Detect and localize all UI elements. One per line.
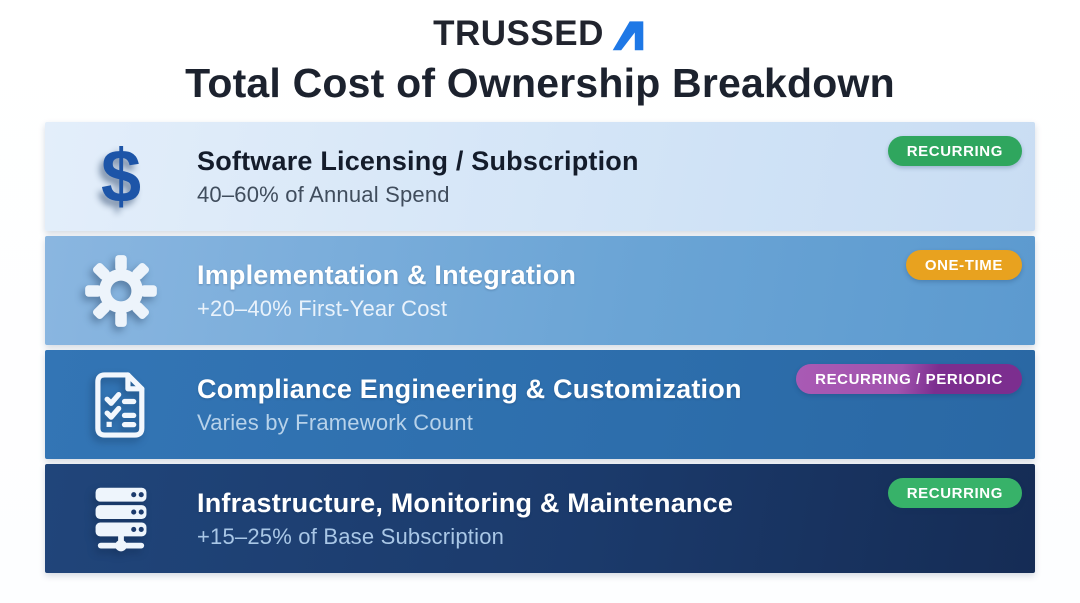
row-title: Software Licensing / Subscription [197, 145, 639, 176]
header: TRUSSED Total Cost of Ownership Breakdow… [0, 12, 1080, 107]
row-icon-cell [45, 482, 197, 556]
dollar-sign-icon: $ [100, 134, 142, 219]
row-infrastructure: Infrastructure, Monitoring & Maintenance… [45, 464, 1035, 573]
brand-logo: TRUSSED [0, 12, 1080, 56]
row-text: Implementation & Integration +20–40% Fir… [197, 260, 1035, 322]
row-icon-cell [45, 254, 197, 328]
cost-rows: $ Software Licensing / Subscription 40–6… [45, 122, 1035, 578]
row-title: Implementation & Integration [197, 259, 577, 290]
gear-icon [85, 254, 157, 327]
row-title: Infrastructure, Monitoring & Maintenance [197, 487, 734, 518]
row-software-licensing: $ Software Licensing / Subscription 40–6… [45, 122, 1035, 231]
row-subtitle: 40–60% of Annual Spend [197, 181, 450, 207]
status-badge-recurring-periodic: RECURRING / PERIODIC [796, 364, 1022, 394]
brand-logo-text: TRUSSED [433, 14, 604, 53]
status-badge-one-time: ONE-TIME [905, 250, 1022, 280]
brand-logo-mark-icon [612, 21, 644, 51]
row-text: Software Licensing / Subscription 40–60%… [197, 146, 1035, 208]
row-icon-cell [45, 368, 197, 442]
row-title: Compliance Engineering & Customization [197, 373, 742, 404]
status-badge-recurring: RECURRING [887, 478, 1022, 508]
row-icon-cell: $ [45, 134, 197, 219]
row-implementation: Implementation & Integration +20–40% Fir… [45, 236, 1035, 345]
status-badge-recurring: RECURRING [887, 136, 1022, 166]
row-text: Compliance Engineering & Customization V… [197, 374, 1035, 436]
row-subtitle: Varies by Framework Count [197, 409, 474, 435]
page-title: Total Cost of Ownership Breakdown [185, 60, 895, 106]
row-text: Infrastructure, Monitoring & Maintenance… [197, 488, 1035, 550]
server-stack-icon [95, 487, 147, 551]
row-compliance: Compliance Engineering & Customization V… [45, 350, 1035, 459]
checklist-document-icon [95, 371, 145, 438]
row-subtitle: +20–40% First-Year Cost [197, 295, 448, 321]
row-subtitle: +15–25% of Base Subscription [197, 523, 505, 549]
